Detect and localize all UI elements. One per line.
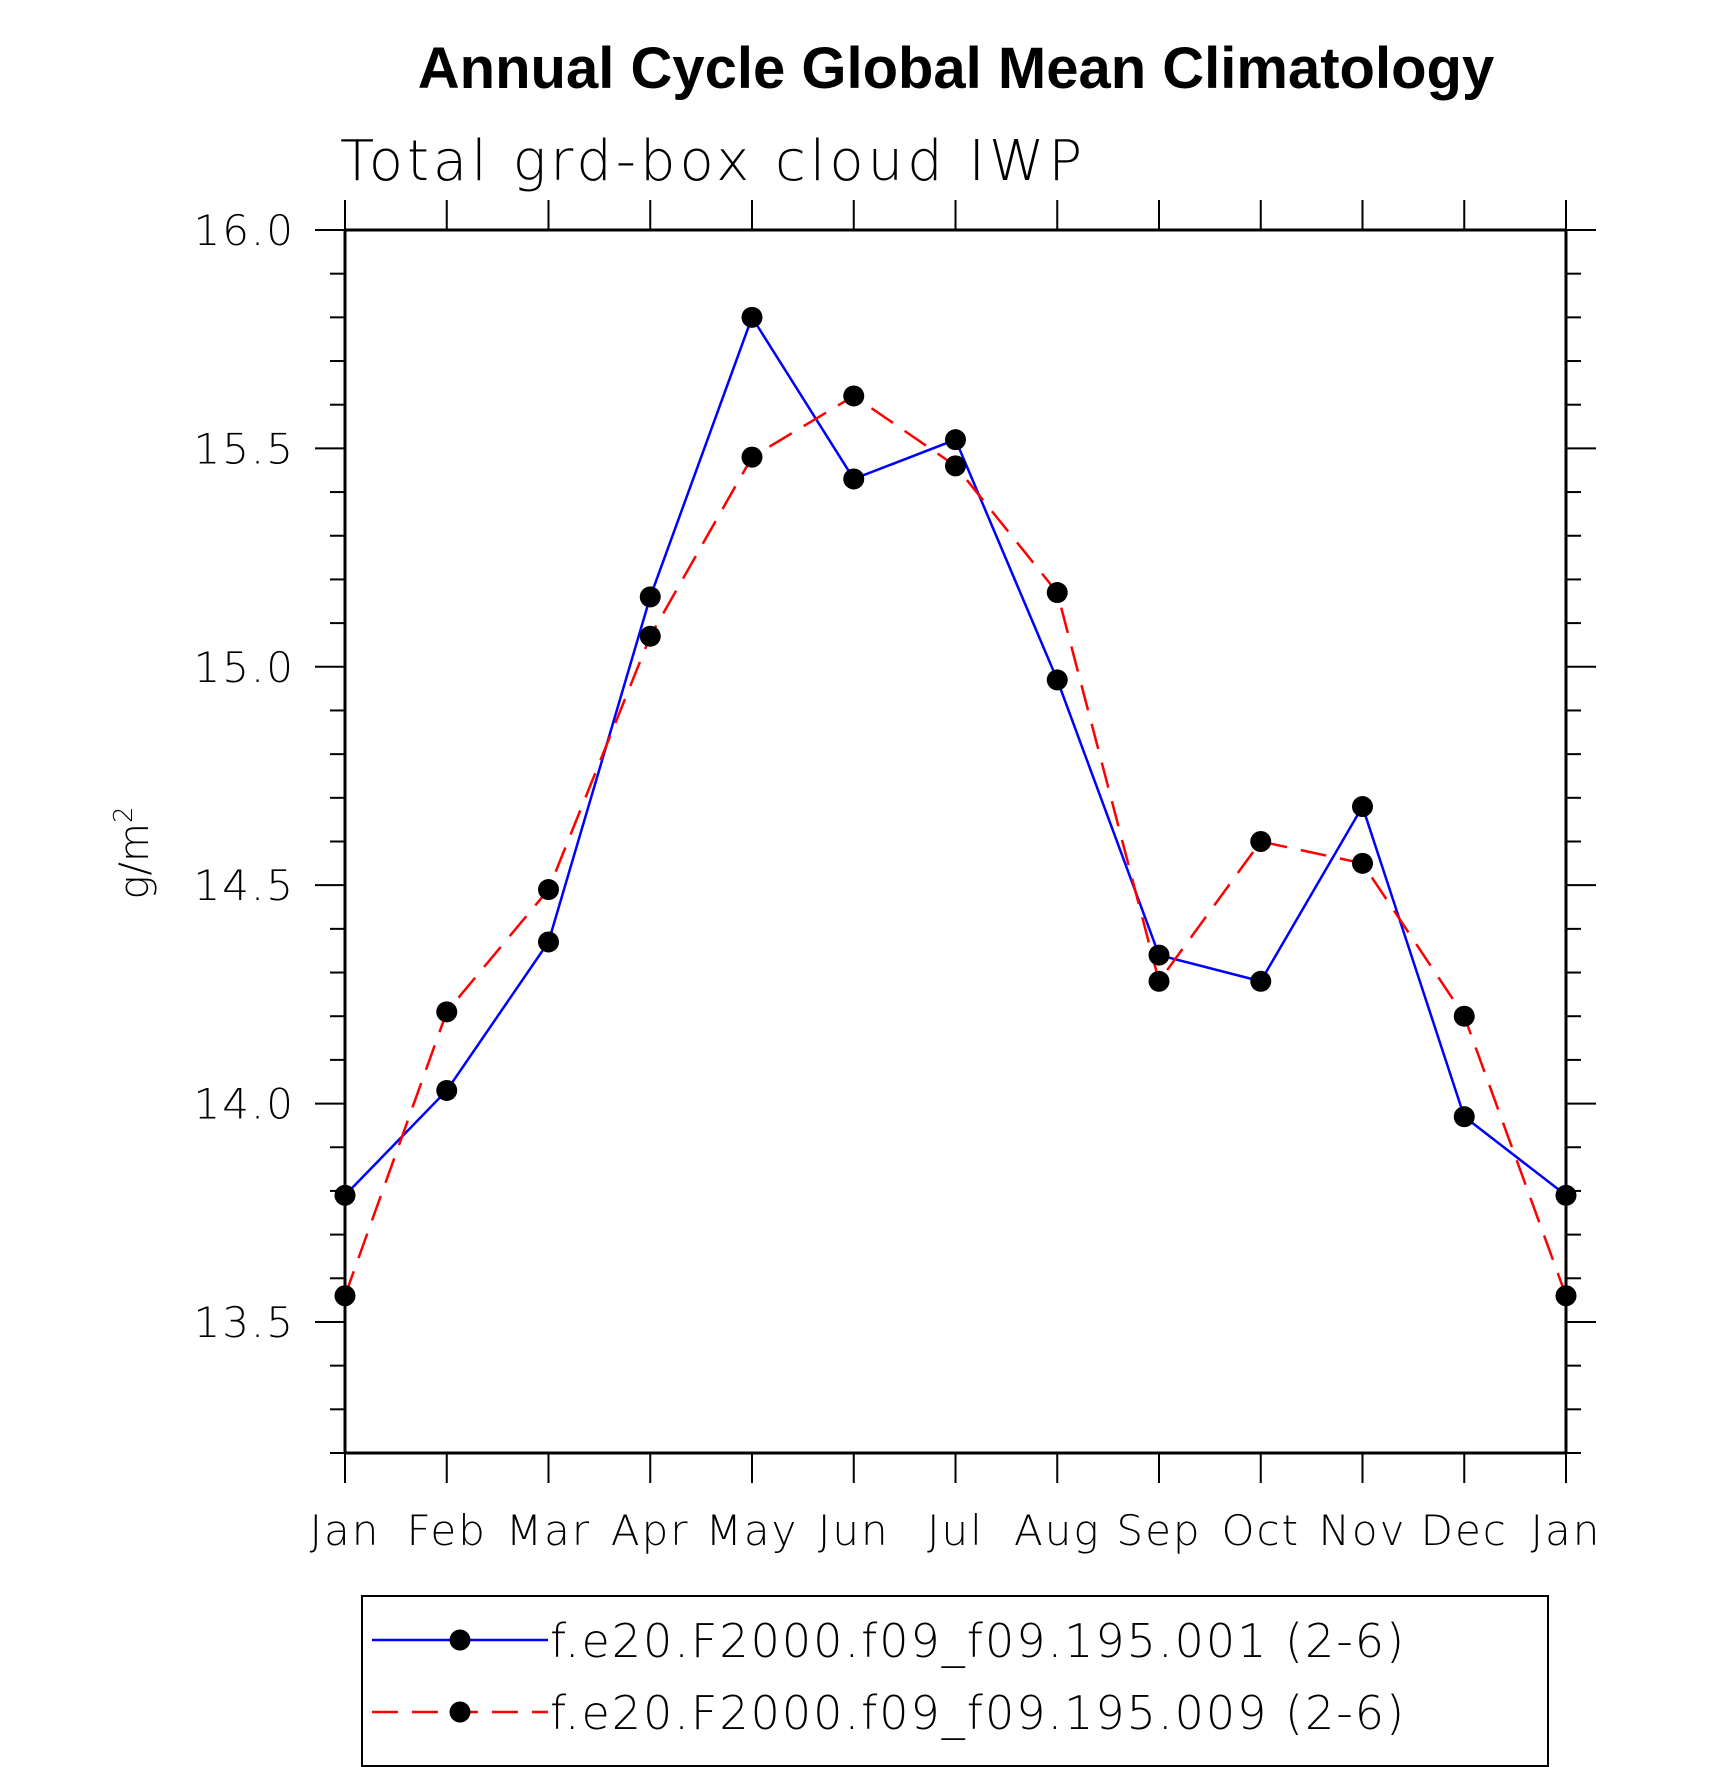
x-tick-label: Jan <box>310 1506 381 1555</box>
data-point <box>1046 582 1068 604</box>
x-tick-label: Nov <box>1319 1506 1407 1555</box>
data-point <box>1046 669 1068 691</box>
legend-label-2: f.e20.F2000.f09_f09.195.009 (2-6) <box>550 1686 1406 1740</box>
data-point <box>1555 1285 1577 1307</box>
y-tick-label: 13.5 <box>193 1298 295 1347</box>
data-point <box>1148 944 1170 966</box>
data-point <box>843 385 865 407</box>
data-point <box>334 1184 356 1206</box>
chart-title: Annual Cycle Global Mean Climatology <box>418 36 1494 101</box>
data-point <box>741 446 763 468</box>
y-tick-label: 15.0 <box>193 643 295 692</box>
data-point <box>436 1001 458 1023</box>
legend-box <box>361 1595 1549 1767</box>
y-axis-label-superscript: 2 <box>109 807 139 824</box>
x-tick-label: Aug <box>1014 1506 1101 1555</box>
data-point <box>741 306 763 328</box>
chart-subtitle: Total grd-box cloud IWP <box>340 129 1086 194</box>
x-tick-label: May <box>706 1506 799 1555</box>
data-point <box>538 879 559 901</box>
axes <box>343 228 1568 1455</box>
x-tick-label: Jun <box>818 1506 890 1555</box>
legend-marker-1 <box>449 1629 471 1651</box>
x-tick-label: Dec <box>1421 1506 1508 1555</box>
data-point <box>538 931 559 953</box>
data-point <box>843 468 865 490</box>
x-tick-label: Sep <box>1116 1506 1201 1555</box>
x-tick-label: Mar <box>506 1506 591 1555</box>
data-point <box>436 1079 458 1101</box>
x-tick-label: Apr <box>611 1506 690 1555</box>
data-point <box>945 429 966 451</box>
data-point <box>1453 1005 1475 1027</box>
y-tick-label: 16.0 <box>193 206 295 255</box>
legend-marker-2 <box>449 1701 471 1723</box>
y-tick-label: 14.5 <box>193 861 295 910</box>
y-tick-label: 15.5 <box>193 424 295 473</box>
data-point <box>1352 852 1373 874</box>
y-axis-label: g/m2 <box>109 807 158 900</box>
ticks <box>315 200 1596 1483</box>
series-line-2 <box>343 394 1568 1297</box>
y-tick-label: 14.0 <box>193 1080 295 1129</box>
data-point <box>1555 1184 1577 1206</box>
legend: f.e20.F2000.f09_f09.195.001 (2-6) f.e20.F… <box>361 1595 1549 1767</box>
data-point <box>1453 1106 1475 1128</box>
y-axis-label-text: g/m <box>112 823 158 899</box>
data-point <box>639 586 661 608</box>
x-tick-label: Jan <box>1531 1506 1602 1555</box>
data-point <box>1148 970 1170 992</box>
x-tick-label: Oct <box>1221 1506 1300 1555</box>
series-points <box>334 306 1577 1307</box>
data-point <box>639 625 661 647</box>
legend-label-1: f.e20.F2000.f09_f09.195.001 (2-6) <box>550 1614 1406 1668</box>
data-point <box>1250 831 1272 852</box>
x-tick-label: Feb <box>407 1506 487 1555</box>
data-point <box>1250 970 1272 992</box>
x-tick-label: Jul <box>927 1506 984 1555</box>
svg-text:g/m2: g/m2 <box>109 807 158 900</box>
data-point <box>945 455 966 477</box>
data-point <box>1352 796 1373 818</box>
tick-labels: 16.0 15.5 15.0 14.5 14.0 13.5 Jan Feb Mar Apr May J… <box>193 206 1602 1555</box>
data-point <box>334 1285 356 1307</box>
